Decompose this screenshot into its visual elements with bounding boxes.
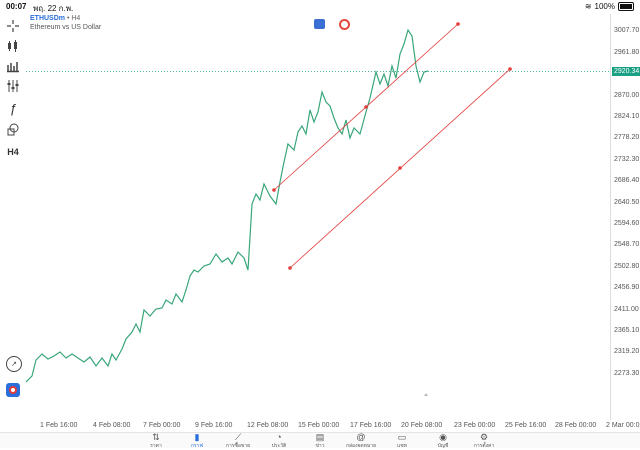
price-label: 2548.70 — [614, 241, 640, 248]
price-chart[interactable] — [26, 14, 610, 420]
current-price-tag: 2920.34 — [612, 67, 640, 76]
tab-chat[interactable]: ▭ แชท — [382, 433, 422, 450]
shapes-icon[interactable] — [4, 121, 22, 137]
price-label: 2502.80 — [614, 263, 640, 270]
time-axis: 1 Feb 16:00 4 Feb 08:00 7 Feb 00:00 9 Fe… — [26, 420, 640, 430]
tab-mailbox[interactable]: @ กล่องจดหมาย — [341, 433, 381, 450]
price-label: 2594.60 — [614, 220, 640, 227]
time-label: 23 Feb 00:00 — [454, 422, 496, 429]
time-label: 20 Feb 08:00 — [401, 422, 443, 429]
channel-handle[interactable] — [398, 166, 402, 170]
channel-handle[interactable] — [456, 22, 460, 26]
symbol-timeframe: • H4 — [66, 15, 81, 22]
price-label: 2824.10 — [614, 113, 640, 120]
time-label: 12 Feb 08:00 — [247, 422, 289, 429]
indicator-toggle-icon[interactable] — [339, 19, 350, 30]
status-bar: 00:07 พฤ. 22 ก.พ. ≋ 100% — [0, 0, 640, 14]
tab-account[interactable]: ◉ บัญชี — [423, 433, 463, 450]
price-label: 2365.10 — [614, 327, 640, 334]
one-click-trading-icon[interactable] — [314, 19, 325, 29]
time-label: 7 Feb 00:00 — [143, 422, 181, 429]
date: พฤ. 22 ก.พ. — [33, 4, 74, 13]
channel-handle[interactable] — [508, 67, 512, 71]
reset-chart-icon[interactable]: ↗ — [6, 356, 22, 372]
tab-label: กราฟ — [190, 443, 204, 449]
battery-percent: 100% — [594, 2, 615, 11]
price-label: 2456.90 — [614, 284, 640, 291]
mailbox-icon: @ — [356, 432, 366, 442]
channel-handle[interactable] — [288, 266, 292, 270]
indicators-icon[interactable] — [4, 78, 22, 94]
tab-label: ประวัติ — [271, 443, 287, 449]
time-label: 2 Mar 00:0 — [606, 422, 640, 429]
history-icon: ◔ — [276, 432, 282, 442]
time-label: 15 Feb 00:00 — [298, 422, 340, 429]
price-series — [26, 28, 429, 383]
status-right: ≋ 100% — [585, 2, 634, 11]
time-label: 17 Feb 16:00 — [350, 422, 392, 429]
symbol-description: Ethereum vs US Dollar — [30, 24, 102, 31]
tab-news[interactable]: ▤ ข่าว — [300, 433, 340, 450]
price-label: 2961.80 — [614, 49, 640, 56]
wifi-icon: ≋ — [584, 2, 592, 11]
tab-chart[interactable]: ▮ กราฟ — [177, 433, 217, 450]
scroll-marker-icon[interactable] — [424, 393, 428, 396]
tab-trade[interactable]: ⟋ การซื้อขาย — [218, 433, 258, 450]
symbol-name[interactable]: ETHUSDm — [30, 15, 66, 22]
price-label: 2273.30 — [614, 370, 640, 377]
bars-icon[interactable] — [4, 58, 22, 74]
time-label: 4 Feb 08:00 — [93, 422, 131, 429]
settings-icon: ⚙ — [479, 432, 489, 442]
quotes-icon: ⇅ — [152, 432, 160, 442]
battery-icon — [618, 2, 634, 11]
tab-label: บัญชี — [437, 443, 449, 449]
tab-label: การซื้อขาย — [225, 443, 251, 449]
price-label: 2870.00 — [614, 92, 640, 99]
account-icon: ◉ — [439, 432, 447, 442]
clock: 00:07 — [6, 2, 27, 11]
timeframe-button[interactable]: H4 — [7, 147, 19, 157]
price-label: 2319.20 — [614, 348, 640, 355]
function-icon[interactable]: ƒ — [9, 100, 17, 116]
tab-label: ราคา — [150, 443, 162, 449]
trade-icon: ⟋ — [234, 432, 242, 442]
candles-icon[interactable] — [4, 38, 22, 54]
tab-history[interactable]: ◔ ประวัติ — [259, 433, 299, 450]
tab-quotes[interactable]: ⇅ ราคา — [136, 433, 176, 450]
tab-label: ข่าว — [315, 443, 325, 449]
tab-label: กล่องจดหมาย — [345, 443, 377, 449]
news-icon: ▤ — [315, 432, 325, 442]
bottom-left-tools: ↗ — [6, 356, 22, 397]
time-label: 25 Feb 16:00 — [505, 422, 547, 429]
tab-settings[interactable]: ⚙ การตั้งค่า — [464, 433, 504, 450]
chat-icon: ▭ — [397, 432, 407, 442]
price-label: 2686.40 — [614, 177, 640, 184]
tab-label: แชท — [397, 443, 407, 449]
tab-label: การตั้งค่า — [473, 443, 495, 449]
symbol-header: ETHUSDm • H4 Ethereum vs US Dollar — [30, 14, 101, 32]
chart-area[interactable] — [26, 14, 611, 420]
time-label: 28 Feb 00:00 — [555, 422, 597, 429]
price-label: 2411.00 — [614, 306, 639, 313]
crosshair-icon[interactable] — [4, 18, 22, 34]
one-click-panel-icon[interactable] — [6, 383, 20, 397]
chart-icon: ▮ — [194, 432, 200, 442]
time-label: 9 Feb 16:00 — [195, 422, 233, 429]
channel-handle[interactable] — [364, 105, 368, 109]
channel-handle[interactable] — [272, 188, 276, 192]
price-label: 3007.70 — [614, 27, 640, 34]
price-axis: 3007.70 2961.80 2870.00 2824.10 2778.20 … — [611, 14, 640, 420]
price-label: 2640.50 — [614, 199, 640, 206]
bottom-tab-bar: ⇅ ราคา ▮ กราฟ ⟋ การซื้อขาย ◔ ประวัติ ▤ ข… — [0, 432, 640, 450]
time-label: 1 Feb 16:00 — [40, 422, 78, 429]
price-label: 2778.20 — [614, 134, 640, 141]
price-label: 2732.30 — [614, 156, 640, 163]
left-toolbar: ƒ H4 — [0, 14, 26, 414]
chart-top-icons — [314, 19, 350, 30]
